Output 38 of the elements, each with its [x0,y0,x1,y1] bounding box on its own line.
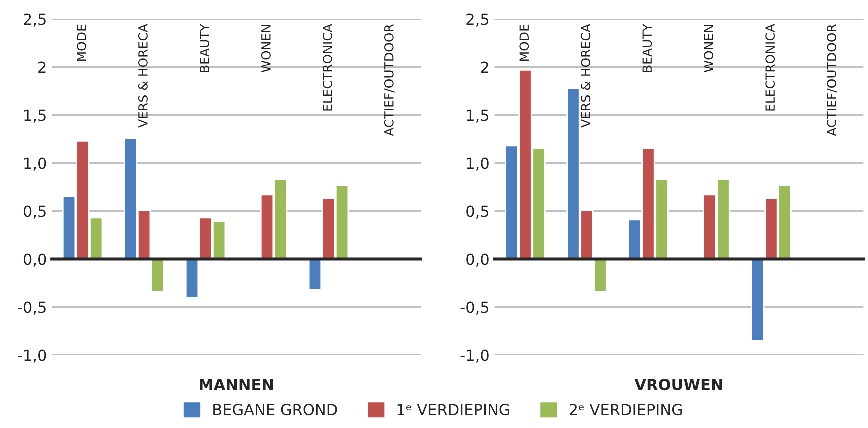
legend-label: BEGANE GROND [214,404,338,416]
bar [751,258,765,342]
x-tick-label: VERS & HORECA [581,24,591,128]
y-tick-label: 0,0 [24,254,46,267]
y-tick-label: 1,5 [467,110,489,123]
x-tick-label: BEAUTY [642,24,652,72]
y-tick-label: 1,5 [24,110,46,123]
y-tick-label: 1,0 [467,158,489,171]
bar [308,258,322,291]
bar [185,258,200,298]
x-tick-label: ACTIEF/OUTDOOR [827,24,838,136]
y-tick-label: 2 [38,62,46,74]
x-tick-label: ACTIEF/OUTDOOR [384,24,395,136]
legend-label: 1ᵉ VERDIEPING [398,404,510,416]
y-tick-label: -0,5 [460,302,489,315]
y-tick-label: -0,5 [18,302,46,315]
x-tick-label: WONEN [261,25,271,72]
y-tick-label: -1,0 [460,350,489,363]
bar [150,258,165,293]
y-tick-label: 2 [481,62,488,74]
x-axis-title: VROUWEN [634,379,722,391]
x-tick-label: MODE [520,24,530,61]
y-tick-label: -1,0 [18,350,46,363]
x-tick-label: WONEN [704,25,714,72]
y-tick-label: 2,5 [24,14,46,27]
y-tick-label: 0,5 [466,206,489,219]
x-tick-label: ELECTRONICA [322,24,332,111]
y-tick-label: 0,5 [24,206,46,219]
x-axis-title: MANNEN [200,379,274,390]
y-tick-label: 2,5 [466,14,489,27]
x-tick-label: BEAUTY [200,24,210,72]
bar [594,258,608,293]
x-tick-label: VERS & HORECA [138,24,148,128]
x-tick-label: MODE [76,24,86,61]
x-tick-label: ELECTRONICA [766,24,776,111]
y-tick-label: 1,0 [24,158,46,171]
legend-label: 2ᵉ VERDIEPING [570,404,682,416]
y-tick-label: 0,0 [466,254,489,267]
